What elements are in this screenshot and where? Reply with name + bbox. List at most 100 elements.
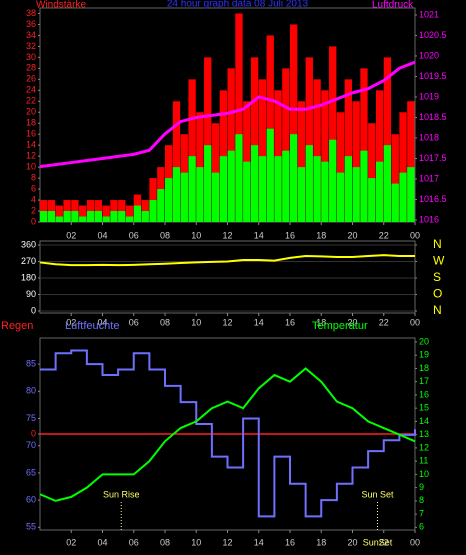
series-line: [40, 349, 416, 518]
y-tick-label: 12: [26, 151, 36, 161]
y-tick-label: 65: [26, 467, 36, 477]
y2-tick-label: 6: [419, 522, 424, 532]
bar: [321, 161, 329, 222]
y-tick-label: 0: [31, 305, 36, 315]
y2-tick-label: 10: [419, 469, 429, 479]
y-tick-label: 20: [26, 107, 36, 117]
y-tick-label: 30: [26, 52, 36, 62]
bar: [375, 90, 384, 222]
x-tick-label: 08: [160, 230, 170, 240]
bar: [274, 156, 282, 222]
y2-tick-label: S: [433, 270, 441, 284]
chart-title: 24 hour graph data 08 Juli 2013: [167, 0, 309, 10]
bar: [399, 172, 407, 222]
y2-tick-label: 15: [419, 403, 429, 413]
bar: [329, 46, 337, 223]
y2-tick-label: 11: [419, 456, 428, 466]
bar: [235, 13, 243, 222]
bar: [188, 79, 196, 222]
y-tick-label: 8: [31, 172, 36, 182]
x-tick-label: 10: [191, 230, 201, 240]
bar: [352, 167, 360, 222]
x-tick-label: 04: [97, 230, 107, 240]
bar: [219, 156, 227, 222]
bar: [204, 57, 212, 223]
y3-tick-label: 0: [31, 428, 36, 438]
bar: [360, 150, 368, 222]
y-tick-label: 2: [31, 205, 36, 215]
x-tick-label: 22: [379, 317, 389, 327]
series-line: [39, 60, 416, 169]
bar: [102, 205, 110, 222]
y-tick-label: 60: [26, 494, 36, 504]
y-axis-label: Windstärke: [36, 0, 86, 11]
y-tick-label: 24: [26, 85, 36, 95]
x-tick-label: 00: [410, 317, 420, 327]
bar: [165, 178, 173, 222]
bar: [211, 172, 220, 222]
bar: [243, 161, 251, 222]
y2-tick-label: 1018.5: [419, 112, 447, 122]
y2-tick-label: 12: [419, 442, 429, 452]
y-tick-label: 360: [21, 239, 36, 249]
x-tick-label: 20: [347, 537, 357, 547]
bar: [258, 79, 267, 222]
bar: [336, 172, 345, 222]
annotation: SunSet: [363, 537, 393, 547]
y2-tick-label: N: [433, 303, 442, 317]
bar: [157, 189, 165, 222]
bar: [63, 211, 71, 222]
bar: [344, 156, 352, 222]
x-tick-label: 14: [254, 230, 264, 240]
x-tick-label: 06: [129, 230, 139, 240]
y-tick-label: 85: [26, 358, 36, 368]
x-tick-label: 18: [316, 317, 326, 327]
x-tick-label: 20: [347, 230, 357, 240]
bar: [94, 211, 102, 222]
y-tick-label: 90: [26, 289, 36, 299]
bar: [282, 68, 290, 222]
x-tick-label: 12: [222, 537, 232, 547]
x-tick-label: 10: [191, 317, 201, 327]
bar: [290, 134, 298, 222]
bar: [55, 216, 63, 222]
x-tick-label: 16: [285, 230, 295, 240]
bar: [399, 112, 407, 222]
bar: [47, 211, 56, 222]
y-tick-label: 4: [31, 194, 36, 204]
series-line: [39, 367, 416, 502]
y-tick-label: 18: [26, 118, 36, 128]
y2-tick-label: 1016: [419, 214, 439, 224]
bar: [172, 101, 181, 222]
y2-tick-label: W: [433, 254, 445, 268]
y-tick-label: 34: [26, 30, 36, 40]
bar: [102, 216, 110, 222]
bar: [391, 183, 399, 222]
y-tick-label: 38: [26, 8, 36, 18]
bar: [172, 167, 181, 222]
bar: [344, 79, 352, 222]
bar: [305, 145, 313, 222]
y-tick-label: 36: [26, 19, 36, 29]
x-tick-label: 22: [379, 230, 389, 240]
bar: [305, 57, 313, 223]
y2-axis-label: Luftdruck: [372, 0, 414, 11]
y-tick-label: 75: [26, 413, 36, 423]
bar: [266, 128, 274, 222]
bar: [125, 205, 134, 222]
bar: [352, 101, 360, 222]
bar: [368, 123, 376, 222]
bar: [149, 200, 157, 222]
x-tick-label: 14: [254, 317, 264, 327]
bar: [375, 161, 384, 222]
y2-tick-label: 8: [419, 495, 424, 505]
x-tick-label: 02: [66, 317, 76, 327]
x-tick-label: 22: [379, 537, 389, 547]
bar: [313, 79, 321, 222]
bar: [235, 134, 243, 222]
x-tick-label: 02: [66, 537, 76, 547]
bar: [118, 211, 126, 222]
bar: [86, 211, 95, 222]
y-tick-label: 14: [26, 140, 36, 150]
y-tick-label: 80: [26, 386, 36, 396]
